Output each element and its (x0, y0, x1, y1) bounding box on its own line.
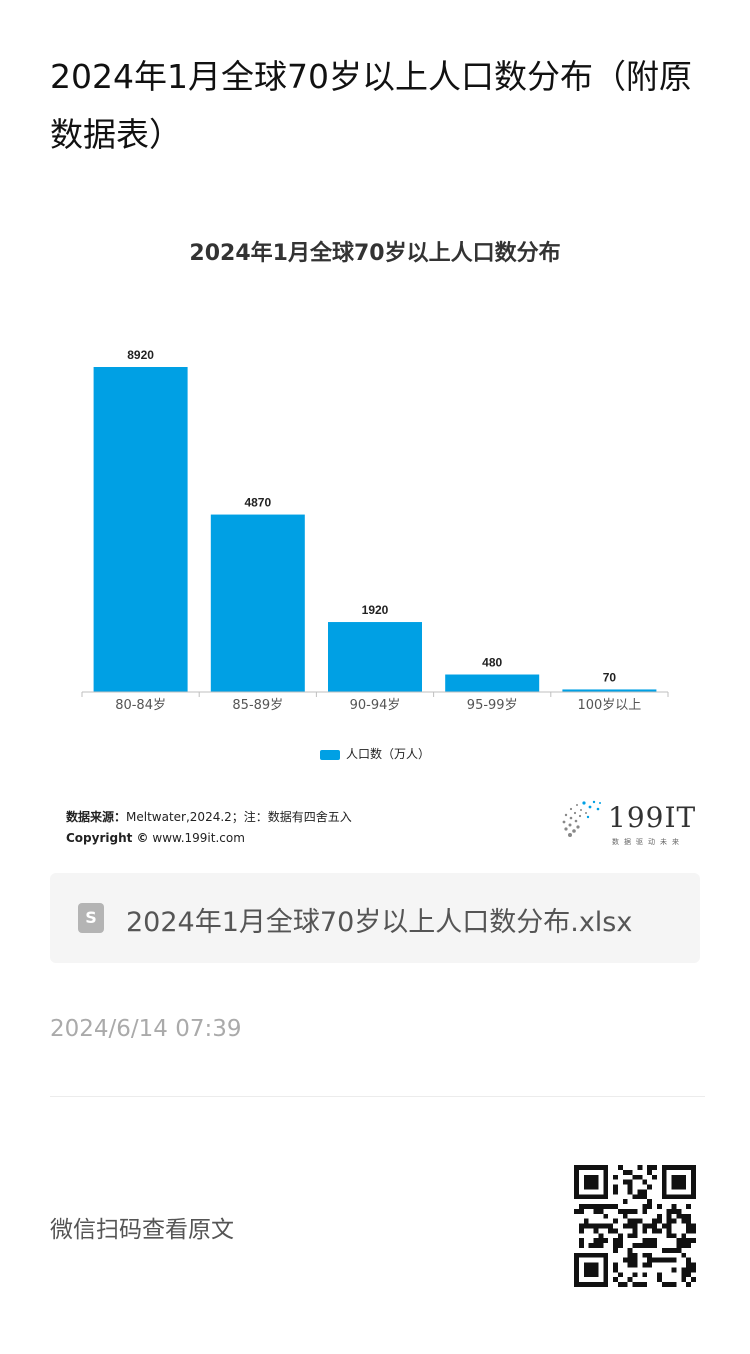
data-label: 70 (603, 670, 617, 684)
chart-title: 2024年1月全球70岁以上人口数分布 (189, 241, 561, 266)
x-tick-label: 100岁以上 (577, 698, 641, 713)
publish-date: 2024/6/14 07:39 (50, 1016, 242, 1042)
data-label: 4870 (244, 496, 271, 510)
199it-logo: 199IT 数据驱动未来 (560, 799, 700, 849)
legend-swatch (319, 749, 340, 760)
legend-label: 人口数（万人） (345, 747, 430, 761)
bar-chart-plot: 8920 80-84岁 4870 85-89岁 1920 90-94岁 480 95-99岁 7… (81, 348, 669, 713)
bar (210, 514, 305, 692)
data-label: 8920 (127, 348, 154, 362)
bar (562, 689, 657, 692)
article-title: 2024年1月全球70岁以上人口数分布（附原数据表） (50, 57, 692, 154)
bar (445, 674, 540, 692)
logo-text: 199IT (608, 801, 697, 834)
x-tick-label: 95-99岁 (467, 698, 518, 713)
logo-tagline: 数据驱动未来 (612, 838, 684, 846)
spreadsheet-file-icon: S (78, 903, 104, 933)
data-label: 480 (482, 656, 502, 670)
chart: 2024年1月全球70岁以上人口数分布 8920 80-84岁 4870 85-89岁… (0, 225, 750, 855)
chart-legend: 人口数（万人） (0, 745, 750, 762)
x-tick-label: 85-89岁 (232, 698, 283, 713)
bar (93, 367, 188, 692)
bar (328, 622, 422, 692)
qr-label: 微信扫码查看原文 (50, 1217, 234, 1243)
logo-dots-icon (562, 800, 601, 837)
x-tick-label: 80-84岁 (115, 698, 166, 713)
chart-source: 数据来源：Meltwater,2024.2；注：数据有四舍五入 Copyrigh… (66, 807, 352, 849)
file-attachment[interactable]: S 2024年1月全球70岁以上人口数分布.xlsx (50, 873, 700, 963)
divider (50, 1096, 705, 1097)
copyright-text: www.199it.com (152, 831, 245, 845)
file-name: 2024年1月全球70岁以上人口数分布.xlsx (126, 907, 633, 938)
qr-code-icon[interactable] (574, 1165, 696, 1287)
data-label: 1920 (362, 603, 389, 617)
source-label: 数据来源： (66, 810, 127, 824)
source-text: Meltwater,2024.2；注：数据有四舍五入 (126, 810, 352, 824)
copyright-label: Copyright © (66, 831, 149, 845)
x-tick-label: 90-94岁 (350, 698, 401, 713)
